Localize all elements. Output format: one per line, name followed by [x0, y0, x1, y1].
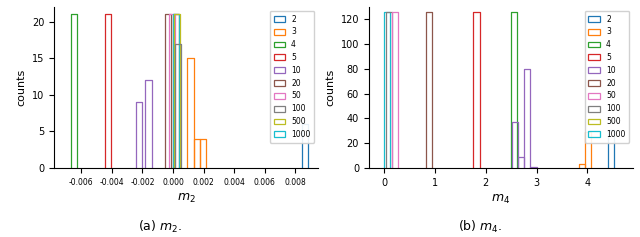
Y-axis label: counts: counts: [325, 69, 335, 106]
Legend: 2, 3, 4, 5, 10, 20, 50, 100, 500, 1000: 2, 3, 4, 5, 10, 20, 50, 100, 500, 1000: [269, 11, 314, 143]
Y-axis label: counts: counts: [16, 69, 26, 106]
Text: (a) $m_2$.: (a) $m_2$.: [138, 219, 182, 235]
Legend: 2, 3, 4, 5, 10, 20, 50, 100, 500, 1000: 2, 3, 4, 5, 10, 20, 50, 100, 500, 1000: [585, 11, 629, 143]
X-axis label: $m_2$: $m_2$: [177, 192, 195, 205]
Text: (b) $m_4$.: (b) $m_4$.: [458, 219, 502, 235]
X-axis label: $m_4$: $m_4$: [492, 193, 511, 206]
